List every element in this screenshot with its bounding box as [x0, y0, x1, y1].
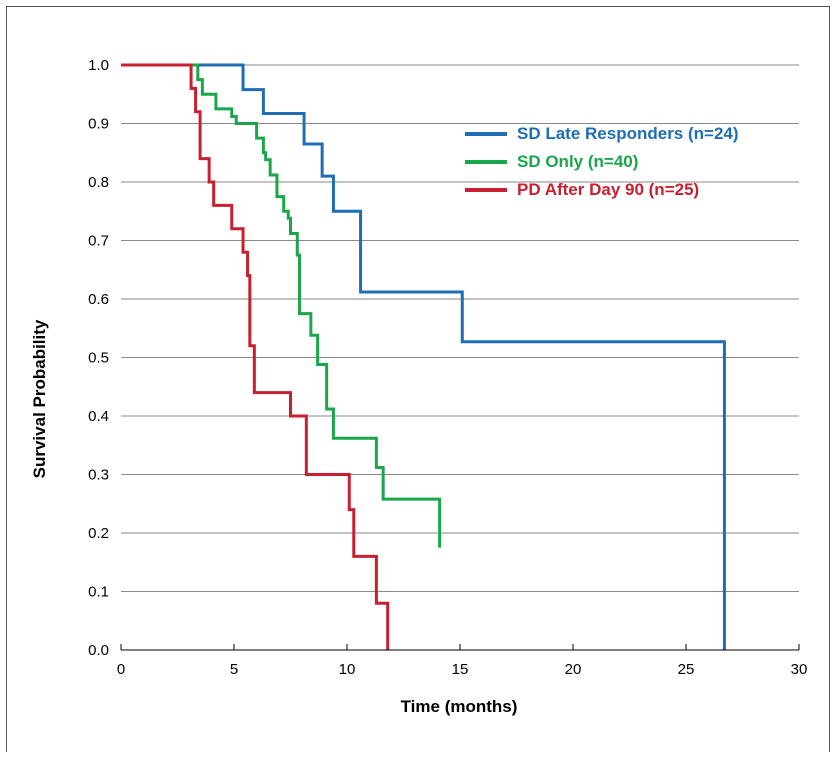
legend-label-1: SD Only (n=40): [517, 152, 638, 171]
label-layer: 0.0 0.1 0.2 0.3 0.4 0.5 0.6 0.7 0.8 0.9 1.0 0 5 10 15 2…: [88, 57, 807, 678]
axis-layer: [120, 644, 800, 651]
legend-label-0: SD Late Responders (n=24): [517, 124, 739, 143]
series-line-2: [121, 63, 390, 650]
y-tick-label-10: 1.0: [88, 57, 109, 74]
y-tick-label-3: 0.3: [88, 467, 109, 484]
y-tick-label-1: 0.1: [88, 584, 109, 601]
x-tick-label-3: 15: [452, 661, 469, 678]
y-tick-label-5: 0.5: [88, 350, 109, 367]
y-tick-label-6: 0.6: [88, 291, 109, 308]
x-tick-label-6: 30: [791, 661, 808, 678]
y-tick-label-4: 0.4: [88, 408, 109, 425]
series-line-0: [121, 63, 726, 650]
x-tick-label-0: 0: [117, 661, 125, 678]
x-tick-label-5: 25: [678, 661, 695, 678]
y-tick-label-9: 0.9: [88, 116, 109, 133]
x-tick-label-4: 20: [565, 661, 582, 678]
y-tick-label-8: 0.8: [88, 174, 109, 191]
grid-layer: [121, 64, 799, 592]
series-line-1: [121, 63, 442, 548]
x-tick-label-1: 5: [230, 661, 238, 678]
chart-frame: 0.0 0.1 0.2 0.3 0.4 0.5 0.6 0.7 0.8 0.9 1.0 0 5 10 15 2…: [6, 6, 830, 752]
legend-label-2: PD After Day 90 (n=25): [517, 180, 699, 199]
y-tick-label-7: 0.7: [88, 233, 109, 250]
x-axis-title: Time (months): [401, 697, 518, 716]
y-tick-label-0: 0.0: [88, 642, 109, 659]
y-tick-label-2: 0.2: [88, 525, 109, 542]
x-tick-label-2: 10: [339, 661, 356, 678]
series-layer: [121, 63, 726, 650]
y-axis-title: Survival Probability: [30, 319, 49, 478]
legend: SD Late Responders (n=24) SD Only (n=40) P…: [465, 124, 739, 199]
survival-chart: 0.0 0.1 0.2 0.3 0.4 0.5 0.6 0.7 0.8 0.9 1.0 0 5 10 15 2…: [30, 57, 807, 716]
